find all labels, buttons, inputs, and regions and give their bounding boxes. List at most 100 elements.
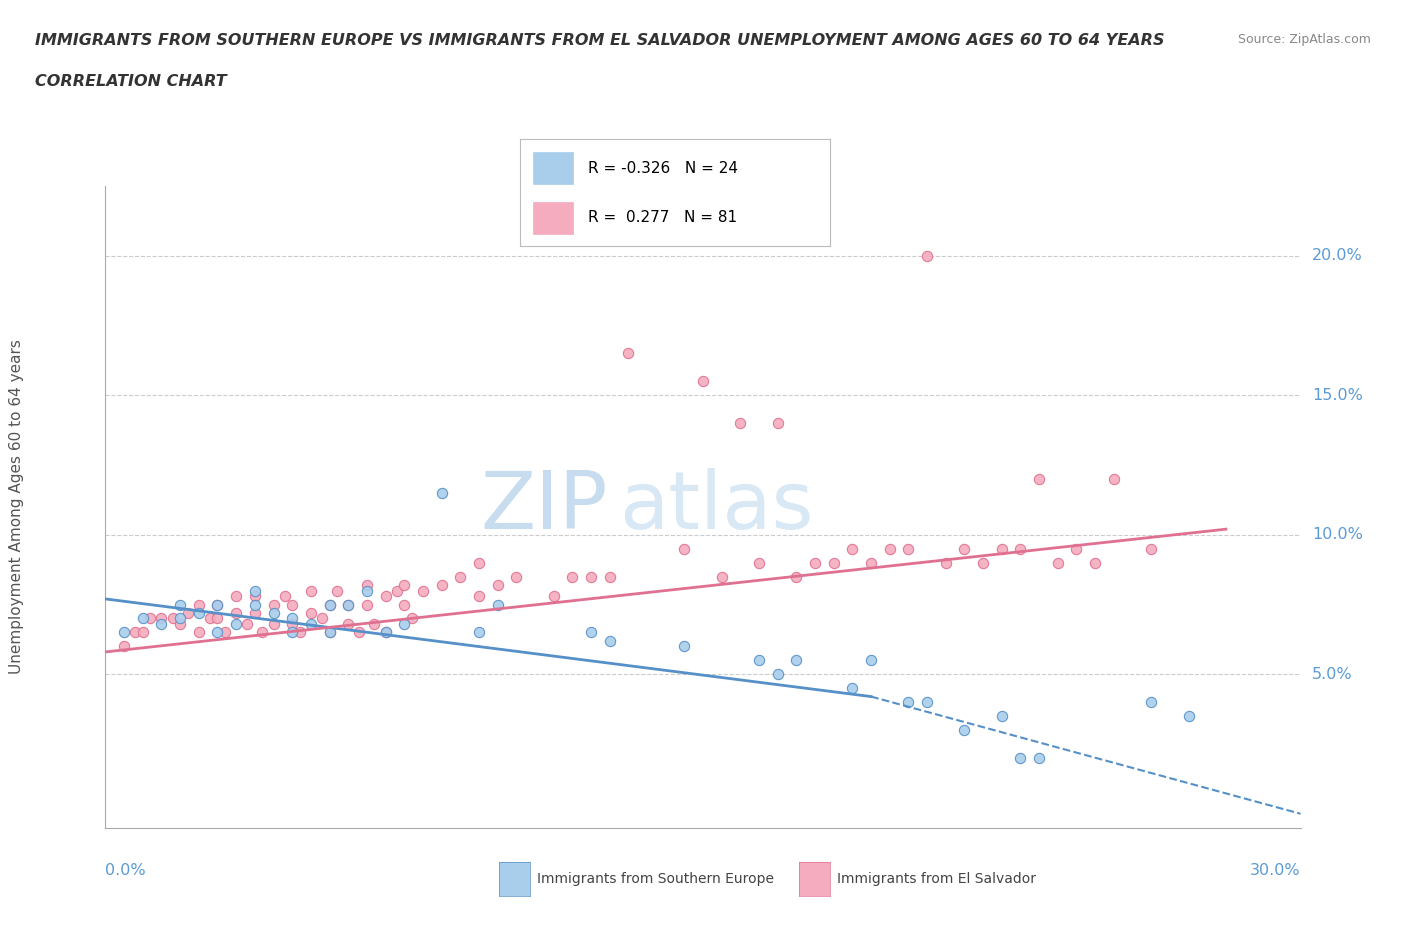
Point [374, 625, 396, 640]
Point [599, 633, 621, 648]
Point [169, 617, 191, 631]
Point [953, 541, 976, 556]
Bar [533, 153, 572, 184]
Point [299, 583, 322, 598]
Point [273, 589, 295, 604]
Point [785, 653, 807, 668]
Point [804, 555, 827, 570]
Text: R =  0.277   N = 81: R = 0.277 N = 81 [588, 210, 737, 225]
Point [187, 597, 209, 612]
Point [363, 617, 385, 631]
Point [207, 611, 229, 626]
Point [990, 709, 1012, 724]
Text: 20.0%: 20.0% [1312, 248, 1362, 263]
Point [132, 611, 155, 626]
Point [599, 569, 621, 584]
Point [214, 625, 236, 640]
Point [561, 569, 583, 584]
Point [673, 639, 696, 654]
Point [915, 695, 938, 710]
Point [879, 541, 901, 556]
Point [225, 589, 247, 604]
Point [198, 611, 221, 626]
Point [252, 625, 274, 640]
Text: Immigrants from Southern Europe: Immigrants from Southern Europe [537, 871, 775, 886]
Point [392, 597, 416, 612]
Point [176, 605, 198, 620]
Text: CORRELATION CHART: CORRELATION CHART [35, 74, 226, 89]
Point [162, 611, 184, 626]
Point [150, 611, 173, 626]
Point [187, 605, 209, 620]
Point [207, 625, 229, 640]
Point [132, 625, 155, 640]
Point [692, 374, 714, 389]
Text: 30.0%: 30.0% [1250, 863, 1301, 878]
Point [349, 625, 371, 640]
Point [124, 625, 146, 640]
Point [326, 583, 349, 598]
Point [207, 597, 229, 612]
Point [449, 569, 471, 584]
Point [748, 555, 770, 570]
Text: R = -0.326   N = 24: R = -0.326 N = 24 [588, 161, 738, 176]
Text: 15.0%: 15.0% [1312, 388, 1362, 403]
Point [505, 569, 527, 584]
Point [401, 611, 423, 626]
Point [897, 695, 920, 710]
Point [412, 583, 434, 598]
Point [207, 597, 229, 612]
Text: Source: ZipAtlas.com: Source: ZipAtlas.com [1237, 33, 1371, 46]
Text: 0.0%: 0.0% [105, 863, 146, 878]
Point [263, 597, 285, 612]
Point [243, 589, 266, 604]
Point [356, 583, 378, 598]
Point [392, 578, 416, 592]
Point [356, 597, 378, 612]
Point [281, 611, 304, 626]
Text: Immigrants from El Salvador: Immigrants from El Salvador [837, 871, 1036, 886]
Point [1046, 555, 1069, 570]
Point [311, 611, 333, 626]
Point [243, 605, 266, 620]
Point [915, 248, 938, 263]
Point [112, 639, 135, 654]
Point [169, 611, 191, 626]
Text: 10.0%: 10.0% [1312, 527, 1362, 542]
Point [1140, 695, 1163, 710]
Point [281, 625, 304, 640]
Point [299, 605, 322, 620]
Point [243, 597, 266, 612]
Point [673, 541, 696, 556]
Point [169, 597, 191, 612]
Bar [533, 202, 572, 233]
Point [823, 555, 845, 570]
Point [972, 555, 994, 570]
Point [225, 617, 247, 631]
Point [1028, 472, 1050, 486]
Point [318, 625, 340, 640]
Point [385, 583, 408, 598]
Point [860, 653, 883, 668]
Point [225, 605, 247, 620]
Point [617, 346, 640, 361]
Point [1140, 541, 1163, 556]
Point [374, 625, 396, 640]
Point [374, 589, 396, 604]
Point [766, 667, 789, 682]
Point [1028, 751, 1050, 765]
Point [1010, 751, 1032, 765]
Point [841, 541, 863, 556]
Point [187, 625, 209, 640]
Point [897, 541, 920, 556]
Point [263, 605, 285, 620]
Point [1010, 541, 1032, 556]
Point [935, 555, 957, 570]
Point [710, 569, 733, 584]
Point [486, 597, 509, 612]
Point [288, 625, 311, 640]
Point [318, 597, 340, 612]
Point [1066, 541, 1088, 556]
Point [579, 625, 602, 640]
Point [785, 569, 807, 584]
